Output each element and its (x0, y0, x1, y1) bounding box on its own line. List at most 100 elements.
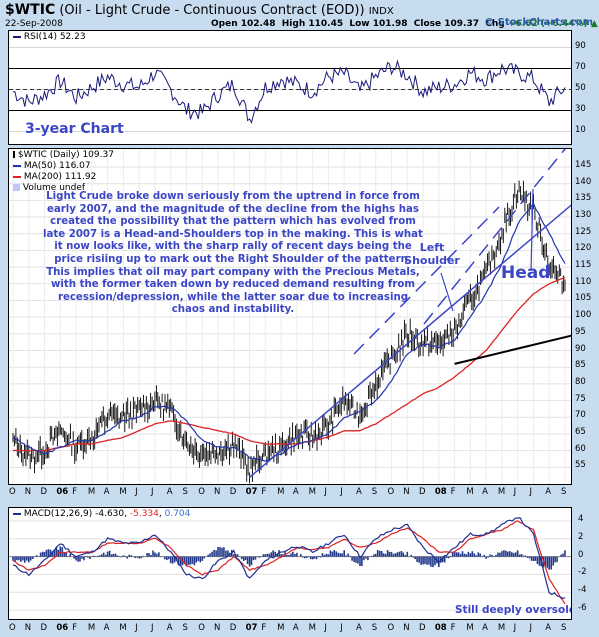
price-x-tick-label-3: 06 (56, 487, 69, 497)
left-shoulder-pointer (440, 272, 454, 312)
close-value: 109.37 (444, 19, 479, 29)
exchange-label: INDX (368, 6, 394, 17)
price-x-tick-label-29: M (466, 487, 474, 497)
macd-x-tick-label-18: A (292, 623, 299, 633)
rsi-tick-label-50: 50 (575, 82, 586, 93)
chart-date: 22-Sep-2008 (5, 19, 63, 29)
chart-title: $WTIC (Oil - Light Crude - Continuous Co… (5, 2, 394, 18)
price-x-tick-label-19: M (308, 487, 316, 497)
oversold-label: Still deeply oversold (455, 604, 572, 616)
price-tick-label-55: 55 (575, 460, 586, 471)
left-shoulder-label: Left Shoulder (404, 241, 460, 267)
price-tick-label-130: 130 (575, 210, 592, 221)
rsi-line (12, 59, 566, 124)
volume-legend: Volume undef (13, 183, 85, 193)
macd-legend-icon (13, 512, 21, 515)
macd-x-tick-label-2: D (40, 623, 48, 633)
price-x-tick-label-26: D (419, 487, 426, 497)
price-tick-label-110: 110 (575, 276, 592, 287)
price-x-tick-label-13: N (214, 487, 221, 497)
macd-legend: MACD(12,26,9) -4.630, -5.334, 0.704 (13, 509, 190, 519)
macd-tick-label-0: 0 (578, 549, 584, 560)
quote-summary: Open 102.48 High 110.45 Low 101.98 Close… (211, 19, 598, 29)
ticker-symbol: $WTIC (5, 2, 56, 18)
macd-signal-line (12, 520, 566, 605)
price-tick-label-125: 125 (575, 226, 592, 237)
low-label: Low (349, 19, 370, 29)
macd-x-tick-label-6: A (103, 623, 110, 633)
ma200-legend: MA(200) 111.92 (13, 172, 96, 182)
macd-x-tick-label-26: D (419, 623, 426, 633)
head-label: Head (501, 263, 551, 283)
price-tick-label-115: 115 (575, 260, 592, 271)
close-label: Close (413, 19, 442, 29)
low-value: 101.98 (372, 19, 408, 29)
macd-x-tick-label-14: D (229, 623, 237, 633)
macd-x-tick-label-31: M (497, 623, 506, 633)
price-x-tick-label-11: S (182, 487, 188, 497)
price-tick-label-70: 70 (575, 410, 586, 421)
price-bars (12, 180, 566, 484)
price-tick-label-135: 135 (575, 193, 592, 204)
price-x-tick-label-22: A (355, 487, 362, 497)
macd-plot (9, 517, 571, 611)
macd-x-tick-label-4: F (72, 623, 77, 633)
macd-x-tick-label-3: 06 (56, 623, 69, 633)
commentary-annotation: Light Crude broke down seriously from th… (43, 191, 423, 316)
macd-x-tick-label-10: A (166, 623, 173, 633)
macd-x-tick-label-29: M (466, 623, 474, 633)
price-tick-label-80: 80 (575, 376, 586, 387)
macd-line (12, 517, 566, 599)
price-x-tick-label-0: O (9, 487, 16, 497)
price-tick-label-85: 85 (575, 360, 586, 371)
macd-tick-label--4: -4 (578, 585, 587, 596)
rsi-legend-text: RSI(14) 52.23 (23, 32, 86, 42)
ma200-legend-icon (13, 175, 21, 178)
ma50-legend: MA(50) 116.07 (13, 161, 91, 171)
site-credit: © StockCharts.com (484, 17, 593, 28)
macd-x-tick-label-21: J (340, 623, 343, 633)
rsi-plot (9, 47, 571, 132)
macd-panel: MACD(12,26,9) -4.630, -5.334, 0.704 Stil… (8, 507, 572, 620)
macd-x-tick-label-8: J (135, 623, 138, 633)
macd-x-tick-label-13: N (214, 623, 221, 633)
price-x-tick-label-15: 07 (245, 487, 258, 497)
price-tick-label-100: 100 (575, 310, 592, 321)
price-x-tick-label-17: M (277, 487, 285, 497)
price-x-tick-label-9: J (150, 487, 154, 497)
price-x-tick-label-4: F (72, 487, 77, 497)
price-x-tick-label-6: A (103, 487, 110, 497)
price-x-tick-label-25: N (403, 487, 410, 497)
price-x-tick-label-33: J (529, 487, 532, 497)
volume-legend-icon (13, 184, 20, 191)
price-x-tick-label-5: M (87, 487, 96, 497)
change-label: Chg (485, 19, 505, 29)
macd-x-tick-label-15: 07 (245, 623, 258, 633)
rsi-legend: RSI(14) 52.23 (13, 32, 86, 42)
rsi-tick-label-30: 30 (575, 103, 586, 114)
macd-x-tick-label-7: M (119, 623, 127, 633)
price-x-tick-label-23: S (371, 487, 378, 497)
price-x-tick-label-2: D (40, 487, 48, 497)
trendline-1 (454, 334, 571, 365)
macd-x-tick-label-27: 08 (434, 623, 447, 633)
high-label: High (281, 19, 306, 29)
price-x-tick-label-32: J (513, 487, 517, 497)
price-x-tick-label-31: M (497, 487, 506, 497)
macd-tick-label--6: -6 (578, 603, 587, 614)
ma50-legend-icon (13, 164, 21, 167)
macd-x-tick-label-9: J (150, 623, 154, 633)
macd-x-tick-label-17: M (277, 623, 285, 633)
change-up-icon: ▲ (590, 19, 598, 29)
head-pointer (530, 188, 534, 272)
macd-x-tick-label-0: O (9, 623, 16, 633)
ma50-line (12, 202, 566, 462)
open-label: Open (211, 19, 238, 29)
price-x-tick-label-14: D (229, 487, 237, 497)
price-tick-label-95: 95 (575, 326, 586, 337)
price-x-tick-label-10: A (166, 487, 173, 497)
price-x-tick-label-28: F (450, 487, 456, 497)
rsi-tick-label-70: 70 (575, 61, 586, 72)
price-x-tick-label-35: S (561, 487, 567, 497)
